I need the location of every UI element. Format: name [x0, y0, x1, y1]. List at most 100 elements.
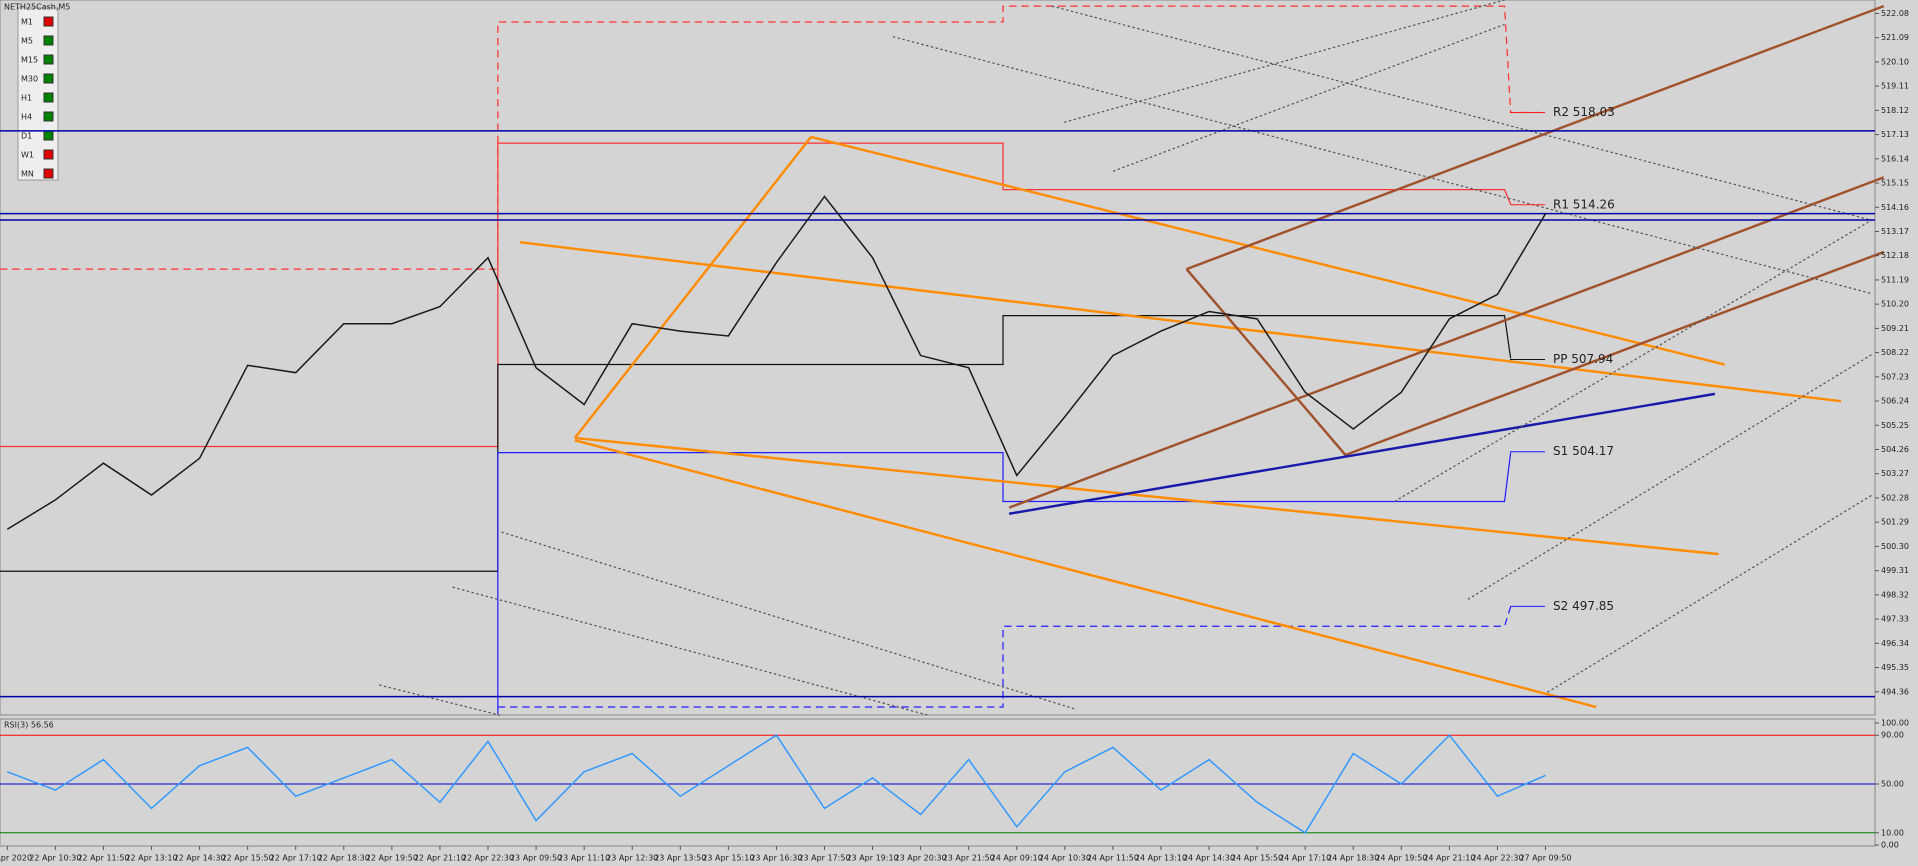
brown-channel	[1008, 4, 1885, 509]
y-tick-label: 507.23	[1881, 372, 1909, 381]
drawings	[0, 0, 1885, 717]
y-tick-label: 522.08	[1881, 9, 1909, 18]
y-tick-label: 501.29	[1881, 518, 1909, 527]
main-frame	[0, 0, 1876, 716]
price-line	[6, 195, 1547, 530]
timeframe-flag	[43, 54, 54, 65]
x-tick-label: 23 Apr 20:30	[895, 854, 947, 863]
y-tick-label: 500.30	[1881, 542, 1909, 551]
y-tick-label: 494.36	[1881, 687, 1909, 696]
y-tick-label: 511.19	[1881, 275, 1909, 284]
timeframe-label: H4	[21, 113, 32, 122]
x-tick-label: 22 Apr 11:50	[77, 854, 129, 863]
timeframe-label: MN	[21, 170, 34, 179]
timeframe-flag	[43, 16, 54, 27]
y-tick-label: 513.17	[1881, 227, 1909, 236]
y-tick-label: 495.35	[1881, 663, 1909, 672]
timeframe-flag	[43, 73, 54, 84]
x-tick-label: 23 Apr 09:50	[510, 854, 562, 863]
x-tick-label: 24 Apr 13:10	[1135, 854, 1187, 863]
x-tick-label: 24 Apr 21:10	[1423, 854, 1475, 863]
y-tick-label: 517.13	[1881, 130, 1909, 139]
y-tick-label: 503.27	[1881, 469, 1909, 478]
x-tick-label: 24 Apr 09:10	[991, 854, 1043, 863]
rsi-line	[7, 734, 1546, 834]
y-tick-label: 504.26	[1881, 445, 1909, 454]
pivot-label: PP 507.94	[1553, 352, 1613, 366]
y-tick-label: 100.00	[1881, 719, 1909, 728]
x-tick-label: 22 Apr 15:50	[222, 854, 274, 863]
orange-channel	[519, 135, 1842, 709]
y-tick-label: 498.32	[1881, 590, 1909, 599]
timeframe-flag	[43, 92, 54, 103]
x-tick-label: 22 Apr 21:10	[414, 854, 466, 863]
timeframe-label: M1	[21, 18, 33, 27]
x-tick-label: 23 Apr 16:30	[750, 854, 802, 863]
pivot-label: S2 497.85	[1553, 599, 1614, 613]
y-tick-label: 510.20	[1881, 300, 1909, 309]
x-tick-label: 24 Apr 19:50	[1375, 854, 1427, 863]
y-tick-label: 521.09	[1881, 33, 1909, 42]
x-tick-label: 22 Apr 14:30	[173, 854, 225, 863]
x-tick-label: 23 Apr 17:50	[798, 854, 850, 863]
rsi-title: RSI(3) 56.56	[4, 721, 54, 730]
y-tick-label: 90.00	[1881, 731, 1904, 740]
blue-trend	[1008, 392, 1716, 515]
y-tick-label: 499.31	[1881, 566, 1909, 575]
timeframe-label: H1	[21, 94, 32, 103]
pp-step	[0, 314, 1512, 572]
chart-title: NETH25Cash,M5	[4, 3, 70, 12]
x-tick-label: 24 Apr 14:30	[1183, 854, 1235, 863]
timeframe-flag	[43, 130, 54, 141]
x-tick-label: 22 Apr 13:10	[125, 854, 177, 863]
pivot-label: R2 518.03	[1553, 105, 1615, 119]
fib-lines	[379, 0, 1872, 717]
timeframe-label: W1	[21, 151, 34, 160]
y-tick-label: 496.34	[1881, 639, 1909, 648]
y-tick-label: 506.24	[1881, 397, 1909, 406]
x-tick-label: 23 Apr 11:10	[558, 854, 610, 863]
x-tick-label: 23 Apr 12:30	[606, 854, 658, 863]
y-tick-label: 508.22	[1881, 348, 1909, 357]
x-tick-label: 24 Apr 18:30	[1327, 854, 1379, 863]
x-tick-label: 22 Apr 10:30	[29, 854, 81, 863]
x-tick-label: 24 Apr 10:30	[1039, 854, 1091, 863]
y-tick-label: 512.18	[1881, 251, 1909, 260]
timeframe-label: M5	[21, 37, 33, 46]
timeframe-flag	[43, 111, 54, 122]
x-tick-label: 24 Apr 22:30	[1471, 854, 1523, 863]
x-tick-label: 22 Apr 17:10	[270, 854, 322, 863]
y-tick-label: 520.10	[1881, 57, 1909, 66]
timeframe-flag	[43, 168, 54, 179]
y-tick-label: 519.11	[1881, 82, 1909, 91]
timeframe-label: M30	[21, 75, 38, 84]
pivot-label: S1 504.17	[1553, 444, 1614, 458]
y-tick-label: 516.14	[1881, 154, 1909, 163]
s2-step	[497, 606, 1512, 708]
y-tick-label: 515.15	[1881, 179, 1909, 188]
y-tick-label: 497.33	[1881, 615, 1909, 624]
r2-step	[0, 5, 1545, 270]
x-tick-label: 22 Apr 19:50	[366, 854, 418, 863]
timeframe-label: M15	[21, 56, 38, 65]
rsi-frame	[0, 718, 1876, 847]
x-tick-label: 23 Apr 19:10	[846, 854, 898, 863]
y-tick-label: 502.28	[1881, 493, 1909, 502]
pivot-label: R1 514.26	[1553, 197, 1615, 211]
timeframe-flag	[43, 149, 54, 160]
timeframe-label: D1	[21, 132, 32, 141]
x-tick-label: 23 Apr 15:10	[702, 854, 754, 863]
y-tick-label: 514.16	[1881, 203, 1909, 212]
x-tick-label: 24 Apr 17:10	[1279, 854, 1331, 863]
y-tick-label: 518.12	[1881, 106, 1909, 115]
x-tick-label: 27 Apr 09:50	[1519, 854, 1571, 863]
x-tick-label: 22 Apr 2020	[0, 854, 32, 863]
x-tick-label: 23 Apr 13:50	[654, 854, 706, 863]
x-tick-label: 22 Apr 18:30	[318, 854, 370, 863]
y-tick-label: 0.00	[1881, 841, 1899, 850]
y-tick-label: 10.00	[1881, 828, 1904, 837]
y-tick-label: 50.00	[1881, 780, 1904, 789]
x-tick-label: 24 Apr 15:50	[1231, 854, 1283, 863]
timeframe-flag	[43, 35, 54, 46]
